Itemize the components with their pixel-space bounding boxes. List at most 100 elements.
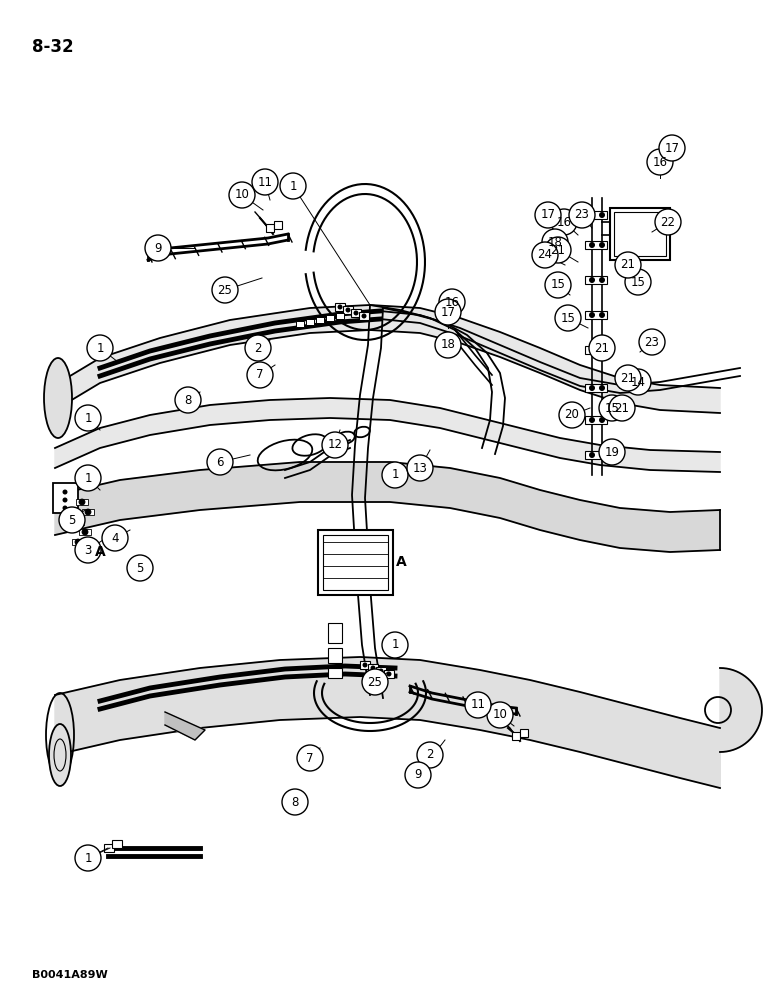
- Circle shape: [382, 462, 408, 488]
- Circle shape: [439, 289, 465, 315]
- Text: 22: 22: [661, 216, 676, 229]
- Circle shape: [615, 252, 641, 278]
- Bar: [53, 483, 78, 513]
- Polygon shape: [55, 398, 720, 472]
- Circle shape: [435, 299, 461, 325]
- Bar: [585, 346, 607, 354]
- Text: 2: 2: [426, 748, 434, 762]
- Circle shape: [145, 235, 171, 261]
- Bar: [306, 319, 314, 325]
- Polygon shape: [55, 305, 720, 413]
- Circle shape: [63, 489, 67, 494]
- Text: 7: 7: [306, 752, 313, 764]
- Circle shape: [589, 347, 595, 353]
- Circle shape: [75, 845, 101, 871]
- Circle shape: [647, 149, 673, 175]
- Polygon shape: [165, 712, 205, 740]
- Circle shape: [599, 417, 605, 423]
- Text: 23: 23: [645, 336, 659, 349]
- Bar: [585, 311, 607, 319]
- Circle shape: [229, 182, 255, 208]
- Circle shape: [589, 212, 595, 218]
- Circle shape: [363, 662, 367, 668]
- Circle shape: [75, 465, 101, 491]
- Circle shape: [354, 310, 358, 316]
- Text: 3: 3: [84, 544, 92, 556]
- Text: 9: 9: [415, 768, 422, 782]
- Text: 15: 15: [560, 312, 575, 324]
- Polygon shape: [55, 657, 720, 788]
- Circle shape: [280, 173, 306, 199]
- Bar: [328, 648, 342, 663]
- Text: 8: 8: [291, 796, 299, 808]
- Circle shape: [245, 335, 271, 361]
- Bar: [76, 499, 88, 505]
- Text: 25: 25: [367, 676, 382, 688]
- Circle shape: [559, 402, 585, 428]
- Bar: [328, 668, 342, 678]
- Bar: [335, 303, 345, 311]
- Bar: [343, 306, 353, 314]
- Text: 6: 6: [216, 456, 224, 468]
- Text: 1: 1: [84, 412, 92, 424]
- Circle shape: [63, 506, 67, 510]
- Text: 18: 18: [441, 338, 455, 352]
- Text: 8-32: 8-32: [32, 38, 73, 56]
- Bar: [104, 844, 114, 852]
- Circle shape: [361, 314, 367, 318]
- Text: 21: 21: [594, 342, 610, 355]
- Circle shape: [599, 242, 605, 248]
- Text: 25: 25: [218, 284, 232, 296]
- Circle shape: [175, 387, 201, 413]
- Text: 13: 13: [412, 462, 428, 475]
- Bar: [585, 451, 607, 459]
- Circle shape: [555, 305, 581, 331]
- Text: 1: 1: [84, 472, 92, 485]
- Text: 1: 1: [96, 342, 103, 355]
- Text: A: A: [95, 545, 105, 559]
- Circle shape: [615, 365, 641, 391]
- Bar: [326, 315, 334, 321]
- Circle shape: [589, 312, 595, 318]
- Text: B0041A89W: B0041A89W: [32, 970, 108, 980]
- Text: 14: 14: [631, 375, 645, 388]
- Circle shape: [599, 347, 605, 353]
- Bar: [274, 221, 282, 229]
- Circle shape: [532, 242, 558, 268]
- Text: 9: 9: [154, 241, 162, 254]
- Bar: [376, 667, 386, 675]
- Text: 2: 2: [254, 342, 262, 355]
- Circle shape: [212, 277, 238, 303]
- Circle shape: [127, 555, 153, 581]
- Circle shape: [589, 335, 615, 361]
- Bar: [585, 384, 607, 392]
- Text: 1: 1: [84, 852, 92, 864]
- Circle shape: [639, 329, 665, 355]
- Text: 23: 23: [574, 209, 590, 222]
- Bar: [585, 211, 607, 219]
- Bar: [79, 529, 91, 535]
- Text: 12: 12: [327, 438, 343, 452]
- Circle shape: [589, 242, 595, 248]
- Circle shape: [346, 308, 350, 312]
- Text: 10: 10: [493, 708, 507, 722]
- Circle shape: [487, 702, 513, 728]
- Circle shape: [659, 135, 685, 161]
- Bar: [368, 664, 378, 672]
- Circle shape: [535, 202, 561, 228]
- Circle shape: [252, 169, 278, 195]
- Text: 24: 24: [537, 248, 553, 261]
- Circle shape: [87, 335, 113, 361]
- Text: 1: 1: [290, 180, 296, 192]
- Text: 16: 16: [652, 155, 668, 168]
- Circle shape: [609, 395, 635, 421]
- Circle shape: [322, 432, 348, 458]
- Polygon shape: [720, 668, 762, 788]
- Circle shape: [378, 668, 384, 674]
- Circle shape: [63, 497, 67, 502]
- Circle shape: [282, 789, 308, 815]
- Circle shape: [75, 405, 101, 431]
- Circle shape: [599, 439, 625, 465]
- Circle shape: [569, 202, 595, 228]
- Circle shape: [599, 385, 605, 391]
